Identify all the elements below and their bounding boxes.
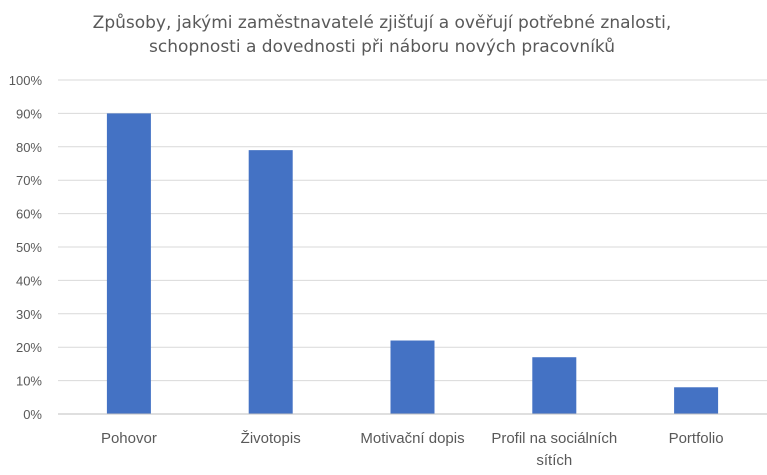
bar [674,387,719,414]
y-tick-label: 0% [23,407,42,422]
bar [390,340,435,414]
y-tick-label: 40% [16,273,42,288]
x-tick-label: Portfolio [669,430,724,447]
y-axis-ticks: 0% 10% 20% 30% 40% 50% 60% 70% 80% 90% 100% [9,73,43,422]
y-tick-label: 100% [9,73,43,88]
x-tick-label: Životopis [241,430,301,447]
bar [532,357,577,414]
y-tick-label: 90% [16,106,42,121]
y-tick-label: 20% [16,340,42,355]
x-tick-label: Profil na sociálních [491,430,617,447]
y-tick-label: 60% [16,207,42,222]
x-tick-label: Motivační dopis [360,430,464,447]
gridlines [58,79,767,382]
x-tick-label: Pohovor [101,430,157,447]
y-tick-label: 10% [16,374,42,389]
x-axis-labels: Pohovor Životopis Motivační dopis Profil na… [101,430,724,469]
y-tick-label: 50% [16,240,42,255]
bar [248,150,293,414]
bars [106,113,719,415]
y-tick-label: 30% [16,307,42,322]
y-tick-label: 80% [16,140,42,155]
chart-title: Způsoby, jakými zaměstnavatelé zjišťují … [93,13,672,57]
x-tick-label: sítích [536,452,572,469]
y-tick-label: 70% [16,173,42,188]
chart-title-line: schopnosti a dovednosti při náboru novýc… [149,37,615,57]
bar [106,113,151,415]
chart-title-line: Způsoby, jakými zaměstnavatelé zjišťují … [93,13,672,33]
